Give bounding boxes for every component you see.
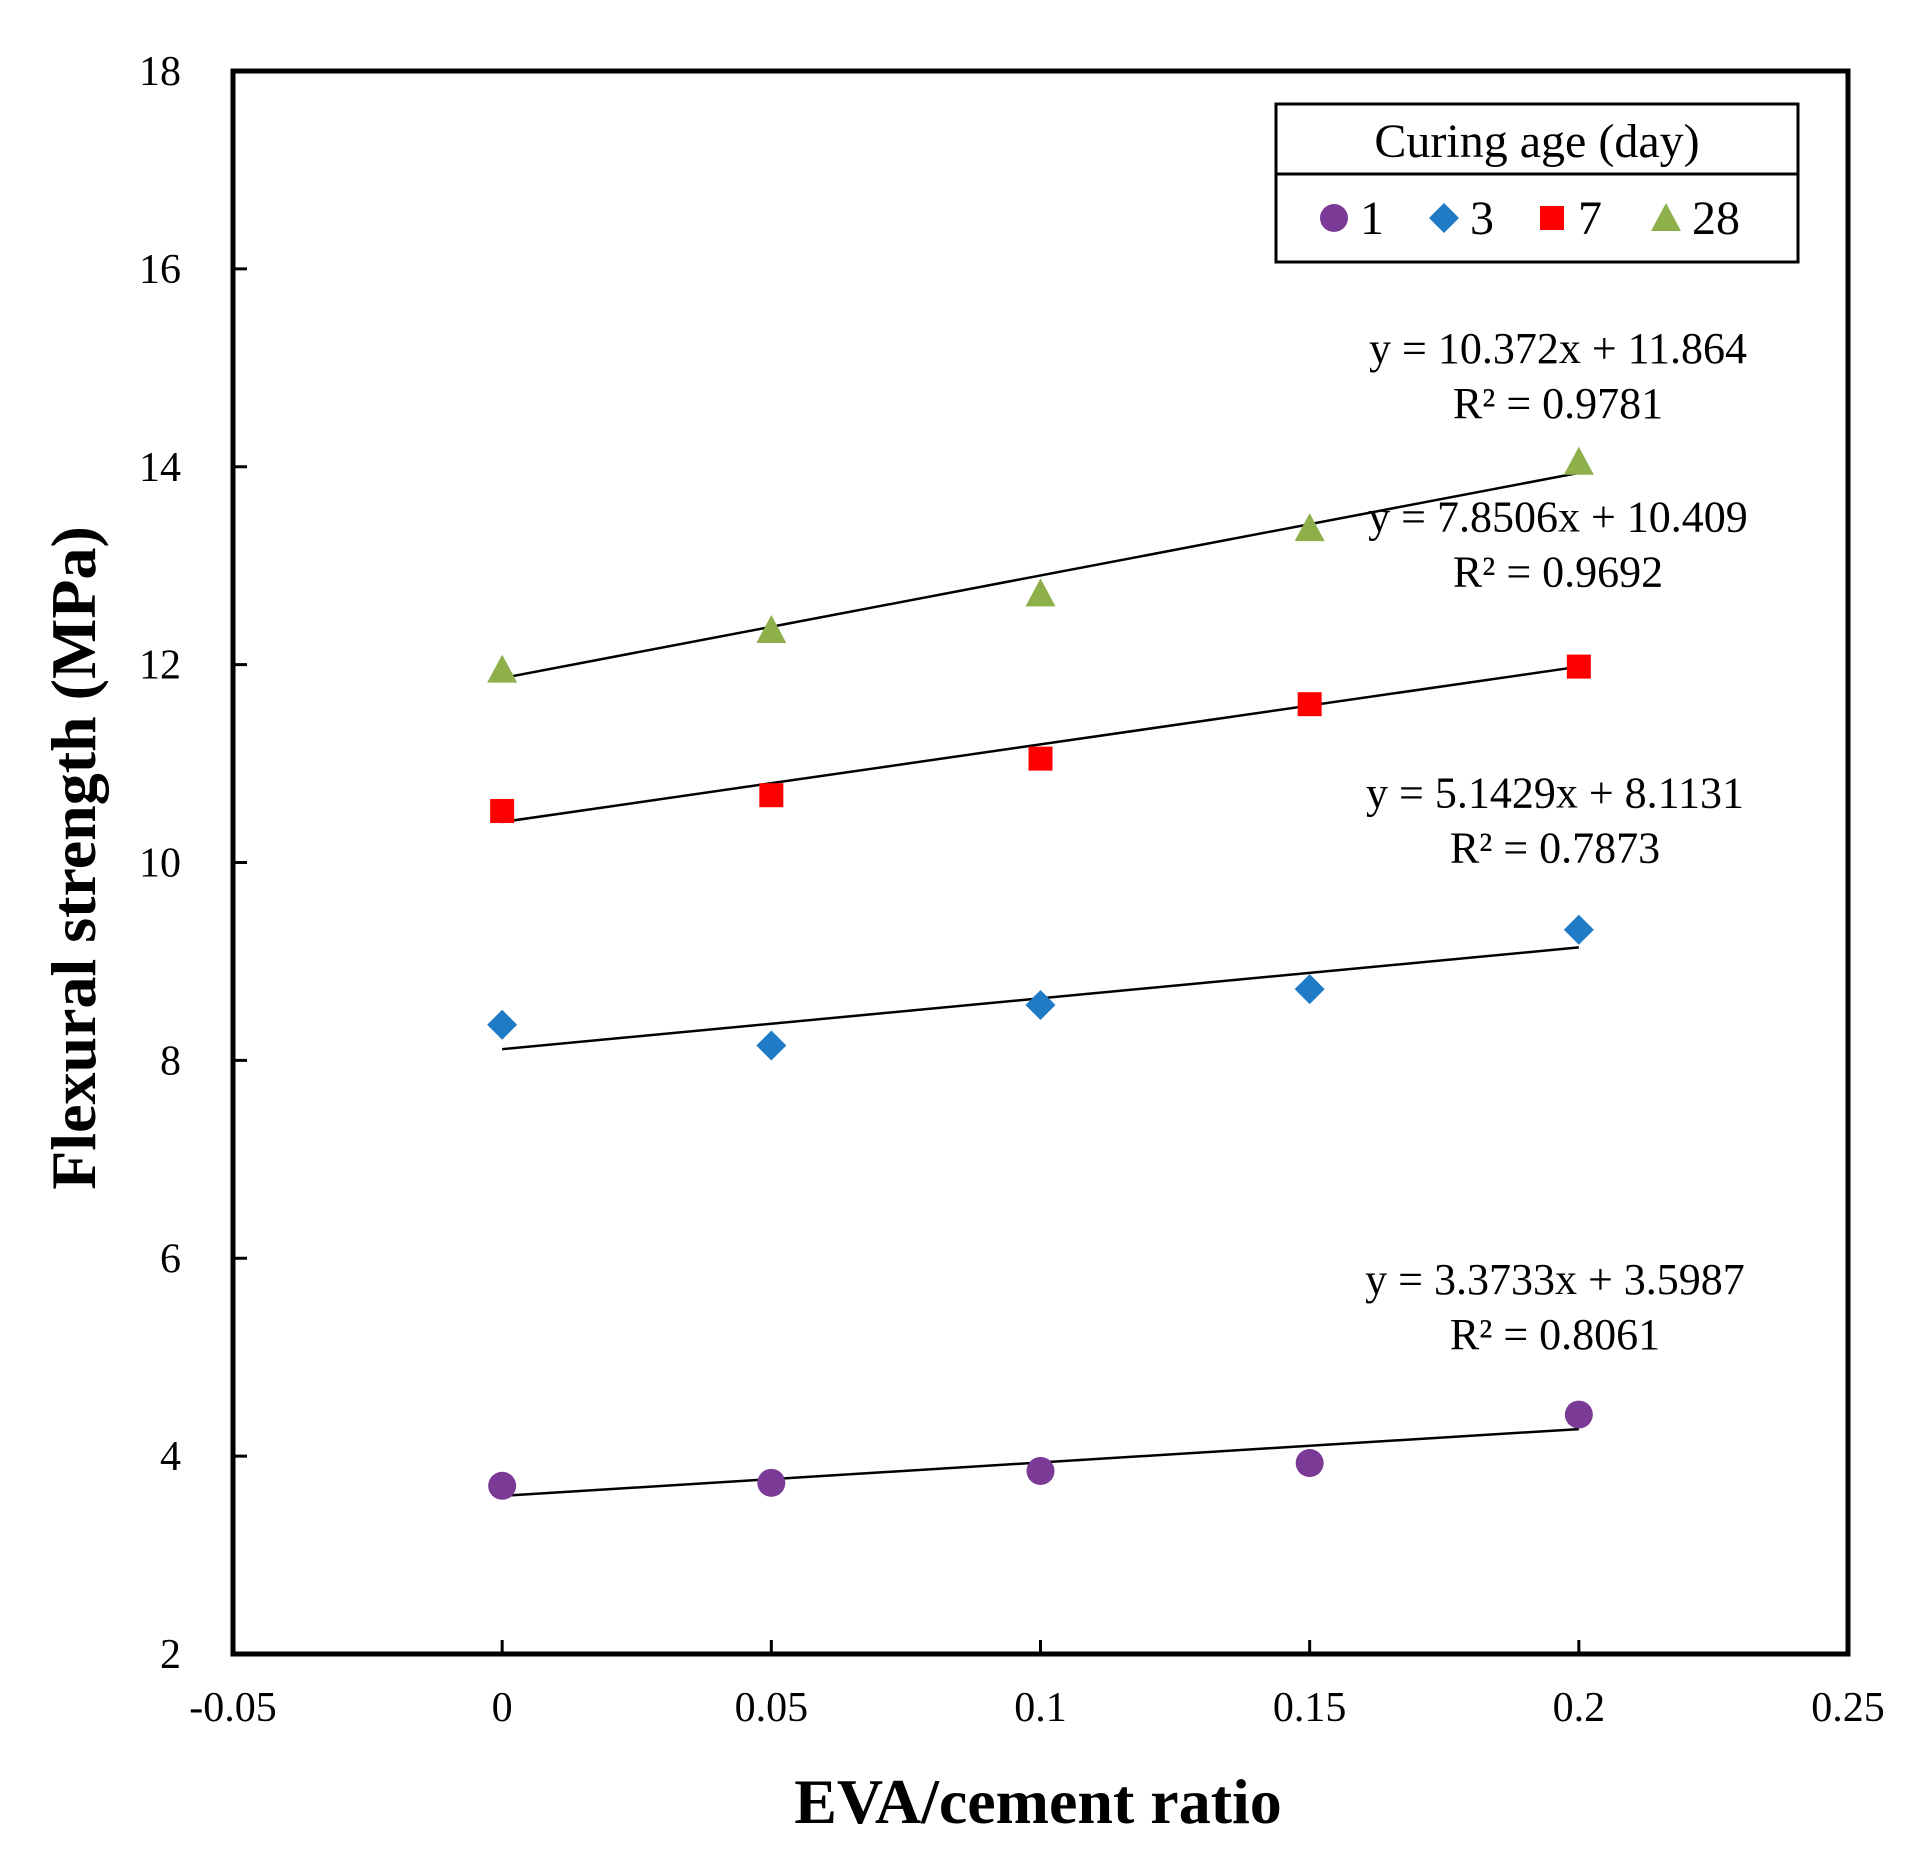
y-tick-label: 8: [160, 1038, 181, 1084]
point-series-1: [488, 1471, 517, 1500]
x-tick-label: 0.15: [1273, 1685, 1347, 1731]
point-series-7: [759, 783, 784, 808]
point-series-3: [1294, 974, 1325, 1005]
legend-label-series-28: 28: [1692, 192, 1740, 245]
point-series-3: [1025, 989, 1056, 1020]
point-series-1: [1564, 1400, 1593, 1429]
point-series-28: [487, 654, 518, 683]
x-tick-label: -0.05: [189, 1685, 277, 1731]
legend: Curing age (day) 1 3 7 28: [1274, 102, 1800, 264]
trendline-series-7: [501, 665, 1580, 824]
legend-box: [1274, 102, 1800, 264]
point-series-28: [756, 614, 787, 643]
x-axis-title: EVA/cement ratio: [794, 1766, 1282, 1837]
legend-label-series-3: 3: [1470, 192, 1494, 245]
trendline-equation-series-1: y = 3.3733x + 3.5987: [1365, 1255, 1745, 1304]
trendline-series-28: [501, 471, 1580, 680]
trendline-equation-series-3: y = 5.1429x + 8.1131: [1366, 768, 1744, 817]
point-series-28: [1025, 578, 1056, 607]
x-tick-label: 0: [492, 1685, 513, 1731]
point-series-7: [1028, 746, 1053, 771]
point-series-3: [756, 1030, 787, 1061]
legend-label-series-1: 1: [1360, 192, 1384, 245]
trendline-r2-series-28: R² = 0.9781: [1453, 379, 1663, 428]
trendline-equation-series-7: y = 7.8506x + 10.409: [1368, 493, 1748, 542]
y-tick-label: 10: [139, 841, 181, 887]
point-series-28: [1563, 446, 1594, 475]
point-series-28: [1294, 513, 1325, 542]
point-series-1: [1026, 1456, 1055, 1485]
legend-marker-series-28: [1651, 203, 1681, 231]
y-tick-label: 4: [160, 1434, 181, 1480]
trendline-r2-series-1: R² = 0.8061: [1450, 1310, 1660, 1359]
legend-items: 1 3 7 28: [1320, 192, 1740, 245]
y-tick-label: 18: [139, 49, 181, 95]
trendline-r2-series-7: R² = 0.9692: [1453, 548, 1663, 597]
point-series-1: [757, 1468, 786, 1497]
trendline-equation-series-28: y = 10.372x + 11.864: [1369, 324, 1747, 373]
y-tick-label: 2: [160, 1632, 181, 1678]
y-tick-label: 16: [139, 247, 181, 293]
x-tick-label: 0.1: [1014, 1685, 1067, 1731]
legend-marker-series-1: [1320, 204, 1348, 232]
y-tick-label: 14: [139, 445, 181, 491]
point-series-3: [487, 1009, 518, 1040]
point-series-1: [1295, 1449, 1324, 1478]
x-tick-label: 0.2: [1553, 1685, 1606, 1731]
legend-label-series-7: 7: [1578, 192, 1602, 245]
point-series-7: [1566, 654, 1591, 679]
y-tick-label: 6: [160, 1236, 181, 1282]
point-series-7: [1297, 692, 1322, 717]
point-series-7: [490, 799, 515, 824]
legend-marker-series-7: [1540, 206, 1564, 230]
y-tick-label: 12: [139, 643, 181, 689]
x-tick-label: 0.05: [735, 1685, 809, 1731]
trendline-labels: y = 3.3733x + 3.5987 R² = 0.8061 y = 5.142…: [1365, 324, 1748, 1359]
legend-marker-series-3: [1429, 203, 1459, 233]
legend-title: Curing age (day): [1374, 115, 1699, 168]
axis-ticks: -0.05 0 0.05 0.1 0.15 0.2 0.25 2 4 6 8 10 12 14 16 18: [139, 49, 1885, 1731]
trendline-r2-series-3: R² = 0.7873: [1450, 823, 1660, 872]
x-tick-label: 0.25: [1811, 1685, 1885, 1731]
y-axis-title: Flexural strength (MPa): [38, 526, 109, 1190]
point-series-3: [1563, 914, 1594, 945]
data-points: [487, 446, 1594, 1500]
